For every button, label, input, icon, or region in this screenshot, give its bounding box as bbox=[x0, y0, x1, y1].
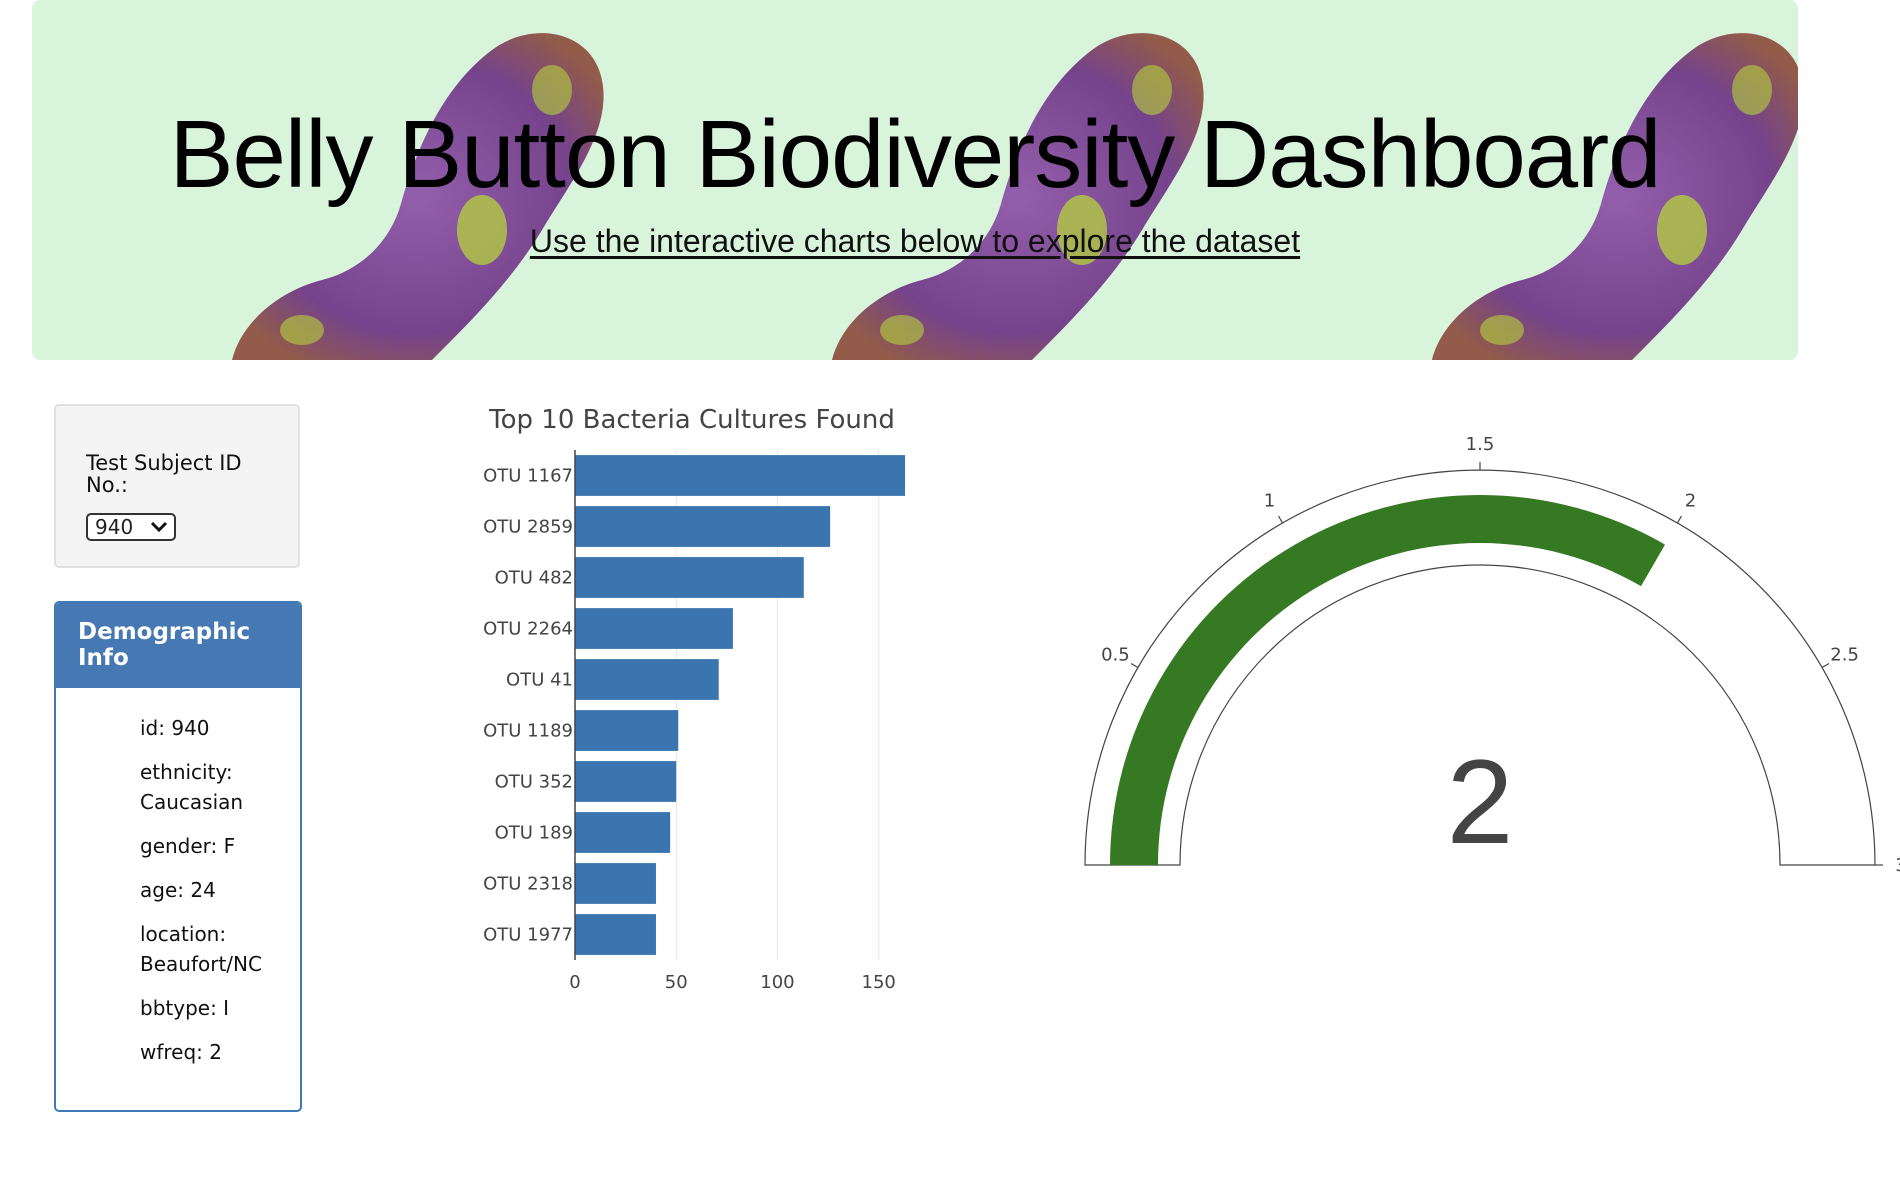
bar bbox=[575, 455, 905, 496]
y-tick-label: OTU 2859 bbox=[483, 517, 573, 538]
demographic-item-gender: gender: F bbox=[140, 834, 236, 858]
demographic-item-ethnicity: ethnicity: Caucasian bbox=[140, 760, 244, 814]
demographic-item-bbtype: bbtype: I bbox=[140, 996, 230, 1020]
x-tick-label: 0 bbox=[569, 972, 580, 993]
bar bbox=[575, 812, 671, 853]
y-tick-label: OTU 1167 bbox=[483, 466, 573, 487]
gauge-value-bar bbox=[1110, 495, 1665, 865]
demographic-info-panel: Demographic Info id: 940 ethnicity: Cauc… bbox=[54, 601, 302, 1112]
bar bbox=[575, 506, 831, 547]
demographic-item-id: id: 940 bbox=[140, 716, 210, 740]
y-tick-label: OTU 1189 bbox=[483, 721, 573, 742]
gauge-tick-label: 0.5 bbox=[1101, 645, 1130, 666]
bar bbox=[575, 761, 677, 802]
top-10-bacteria-bar-chart[interactable]: Top 10 Bacteria Cultures Found 0 50 100 150 O… bbox=[460, 395, 920, 1005]
washing-frequency-gauge[interactable]: 0.5 1 1.5 2 2.5 3 2 bbox=[1060, 420, 1900, 900]
bar bbox=[575, 863, 656, 904]
gauge-tick-label: 3 bbox=[1895, 855, 1900, 876]
y-tick-label: OTU 2264 bbox=[483, 619, 573, 640]
gauge-tick bbox=[1676, 515, 1683, 524]
gauge-tick bbox=[1821, 662, 1830, 669]
subject-id-selected-value: 940 bbox=[95, 515, 134, 539]
gauge-tick bbox=[1130, 662, 1139, 669]
x-tick-label: 50 bbox=[665, 972, 688, 993]
bar bbox=[575, 914, 656, 955]
gauge-tick-label: 1 bbox=[1264, 490, 1275, 511]
page-title: Belly Button Biodiversity Dashboard bbox=[169, 101, 1661, 208]
demographic-info-list: id: 940 ethnicity: Caucasian gender: F a… bbox=[140, 713, 290, 1081]
gauge-tick-label: 2 bbox=[1685, 490, 1696, 511]
bar bbox=[575, 608, 733, 649]
gauge-tick bbox=[1277, 515, 1284, 524]
subject-id-dropdown[interactable]: 940 bbox=[86, 513, 176, 541]
x-tick-label: 150 bbox=[862, 972, 896, 993]
subject-id-label: Test Subject ID No.: bbox=[86, 451, 242, 497]
y-tick-label: OTU 482 bbox=[495, 568, 573, 589]
page-subtitle: Use the interactive charts below to expl… bbox=[529, 223, 1301, 259]
x-tick-label: 100 bbox=[760, 972, 794, 993]
gauge-value-label: 2 bbox=[1447, 735, 1514, 869]
demographic-item-wfreq: wfreq: 2 bbox=[140, 1040, 223, 1064]
bar bbox=[575, 659, 719, 700]
bar bbox=[575, 710, 679, 751]
demographic-info-heading: Demographic Info bbox=[56, 603, 300, 688]
demographic-item-location: location: Beaufort/NC bbox=[140, 922, 262, 976]
bar bbox=[575, 557, 804, 598]
y-tick-label: OTU 41 bbox=[506, 670, 573, 691]
bacteria-background-image bbox=[232, 33, 1798, 360]
gauge-tick-label: 2.5 bbox=[1830, 645, 1859, 666]
subject-selector-panel: Test Subject ID No.: 940 bbox=[54, 404, 300, 568]
header-banner: Belly Button Biodiversity Dashboard Use … bbox=[32, 0, 1798, 360]
bar-chart-title: Top 10 Bacteria Cultures Found bbox=[488, 405, 895, 435]
y-tick-label: OTU 2318 bbox=[483, 874, 573, 895]
gauge-tick-label: 1.5 bbox=[1466, 434, 1495, 455]
y-tick-label: OTU 1977 bbox=[483, 925, 573, 946]
y-tick-label: OTU 352 bbox=[495, 772, 573, 793]
chevron-down-icon bbox=[150, 521, 168, 533]
y-tick-label: OTU 189 bbox=[495, 823, 573, 844]
demographic-item-age: age: 24 bbox=[140, 878, 216, 902]
